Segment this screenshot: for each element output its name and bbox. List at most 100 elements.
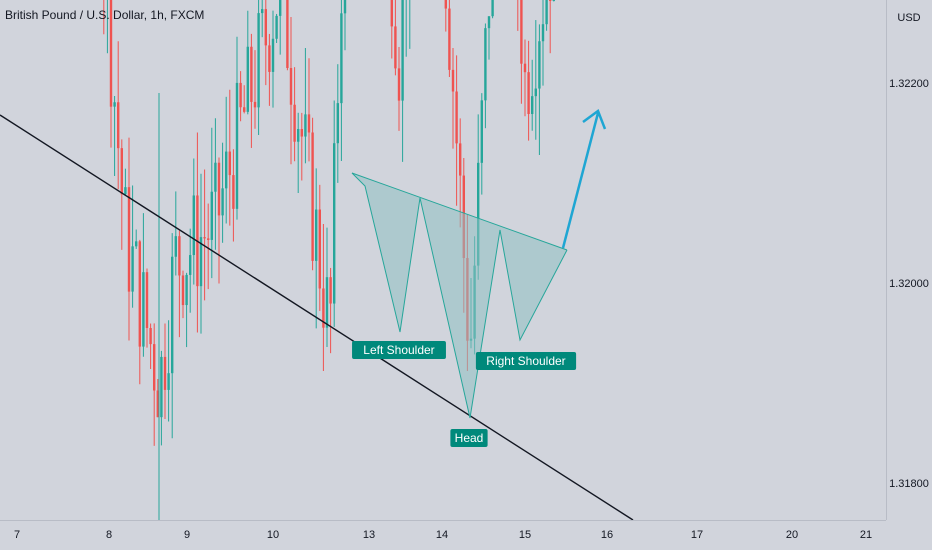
candle-body (401, 0, 404, 101)
label-text: Head (455, 431, 484, 445)
candle-body (268, 45, 271, 72)
candle-body (217, 162, 221, 216)
price-axis-divider (886, 0, 887, 520)
candle-body (397, 68, 401, 101)
label-background (352, 341, 446, 359)
arrow-head (582, 109, 607, 130)
candle-body (174, 236, 177, 257)
candle-body (336, 103, 339, 144)
candle-body (297, 128, 300, 142)
time-tick-label: 13 (363, 529, 375, 541)
label-left-shoulder[interactable]: Left Shoulder (352, 341, 446, 359)
time-axis-divider (0, 520, 886, 521)
candle-body (135, 241, 138, 247)
time-tick-label: 10 (267, 529, 279, 541)
candle-body (343, 0, 347, 14)
time-tick-label: 14 (436, 529, 448, 541)
candle-body (451, 69, 455, 92)
pattern-outline[interactable] (351, 172, 568, 419)
candle-body (520, 0, 523, 64)
candle-body (192, 195, 195, 256)
candle-body (541, 24, 545, 42)
candle-body (484, 28, 487, 101)
time-tick-label: 9 (184, 529, 190, 541)
candle-body (271, 38, 275, 72)
time-tick-label: 17 (691, 529, 703, 541)
candle-body (322, 288, 325, 328)
candle-body (120, 148, 123, 195)
candle-body (131, 246, 134, 292)
candle-body (491, 0, 494, 17)
candle-body (325, 277, 329, 328)
candle-body (153, 344, 156, 391)
candle-body (300, 128, 303, 137)
label-right-shoulder[interactable]: Right Shoulder (475, 352, 577, 370)
candle-body (142, 272, 145, 347)
candle-body (523, 63, 527, 73)
candle-body (531, 96, 534, 115)
candle-body (275, 15, 278, 39)
neckline[interactable] (351, 172, 568, 251)
candle-body (235, 82, 239, 209)
time-tick-label: 21 (860, 529, 872, 541)
candle-body (289, 68, 293, 105)
candle-body (329, 277, 332, 304)
candle-body (286, 0, 289, 69)
price-axis[interactable]: USD1.318001.320001.322001.326001.328001.… (887, 0, 932, 490)
candle-body (307, 114, 311, 133)
candle-body (304, 114, 307, 137)
candle-body (117, 102, 120, 149)
candle-body (487, 16, 491, 29)
candle-body (189, 255, 192, 275)
candle-body (207, 238, 210, 240)
candle-body (113, 102, 116, 107)
candle-body (149, 328, 152, 345)
candle-body (181, 275, 185, 306)
candle-body (253, 101, 257, 108)
candle-body (214, 162, 217, 192)
candle-body (455, 91, 458, 144)
candle-body (171, 256, 174, 374)
label-head[interactable]: Head (450, 429, 488, 447)
candle-body (279, 0, 282, 16)
trend-line[interactable] (0, 114, 634, 521)
candle-body (225, 151, 228, 189)
candle-body (315, 209, 318, 261)
candle-body (293, 104, 296, 142)
candle-body (261, 9, 264, 14)
candle-body (311, 132, 314, 261)
label-background (475, 352, 577, 370)
candle-body (138, 241, 141, 347)
breakout-arrow[interactable] (561, 112, 600, 249)
candle-body (145, 272, 149, 329)
pattern-fill (352, 173, 567, 418)
candle-body (257, 13, 260, 108)
candle-body (185, 274, 188, 306)
candle-body (459, 143, 462, 176)
symbol-title[interactable]: British Pound / U.S. Dollar, 1h, FXCM (5, 8, 205, 22)
candle-body (246, 46, 249, 112)
candle-body (221, 188, 224, 216)
candle-body (477, 162, 480, 266)
candle-body (534, 88, 537, 97)
candle-body (394, 26, 397, 69)
currency-label: USD (897, 12, 920, 24)
time-tick-label: 20 (786, 529, 798, 541)
candle-body (333, 143, 336, 304)
time-axis[interactable]: 7 8 9 10 13 14 15 16 17 20 21 (14, 529, 872, 541)
candle-body (124, 187, 127, 195)
candle-body (160, 356, 163, 418)
drawings: Left Shoulder Head Right Shoulder (0, 109, 634, 521)
candle-body (318, 209, 321, 289)
candle-body (163, 356, 167, 390)
candle-body (448, 8, 451, 70)
candle-body (264, 9, 267, 46)
label-text: Left Shoulder (363, 343, 434, 357)
candle-body (549, 0, 552, 1)
time-tick-label: 15 (519, 529, 531, 541)
label-background (450, 429, 488, 447)
candle-body (390, 0, 393, 27)
time-tick-label: 8 (106, 529, 112, 541)
